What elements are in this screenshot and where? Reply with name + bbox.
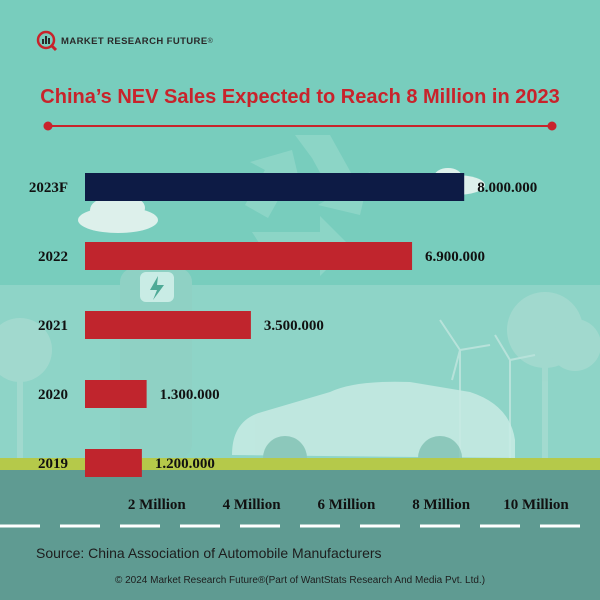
tree-icon	[0, 292, 600, 460]
source-note: Source: China Association of Automobile …	[36, 545, 382, 561]
bar-2023f	[85, 173, 465, 201]
category-label: 2021	[38, 318, 68, 334]
chart-title: China’s NEV Sales Expected to Reach 8 Mi…	[40, 86, 560, 108]
category-label: 2023F	[29, 180, 68, 196]
x-tick-label: 10 Million	[503, 497, 569, 513]
x-tick-label: 8 Million	[412, 497, 471, 513]
bar-2019	[85, 449, 142, 477]
category-label: 2019	[38, 456, 68, 472]
copyright-note: © 2024 Market Research Future®(Part of W…	[114, 575, 486, 586]
brand-logo-icon	[36, 30, 58, 52]
road	[0, 470, 600, 600]
value-label: 1.200.000	[155, 456, 215, 472]
value-label: 3.500.000	[264, 318, 324, 334]
x-tick-label: 2 Million	[128, 497, 187, 513]
brand-logo: MARKET RESEARCH FUTURE ®	[36, 30, 213, 52]
bar-2022	[85, 242, 413, 270]
value-label: 8.000.000	[477, 180, 537, 196]
value-label: 6.900.000	[425, 249, 485, 265]
brand-name: MARKET RESEARCH FUTURE	[61, 35, 208, 47]
x-tick-label: 4 Million	[223, 497, 282, 513]
value-label: 1.300.000	[160, 387, 220, 403]
title-underline	[43, 121, 557, 131]
category-label: 2020	[38, 387, 68, 403]
brand-reg: ®	[207, 37, 213, 45]
grass-strip	[0, 458, 600, 470]
bar-2021	[85, 311, 251, 339]
x-tick-label: 6 Million	[317, 497, 376, 513]
category-label: 2022	[38, 249, 68, 265]
bar-2020	[85, 380, 147, 408]
